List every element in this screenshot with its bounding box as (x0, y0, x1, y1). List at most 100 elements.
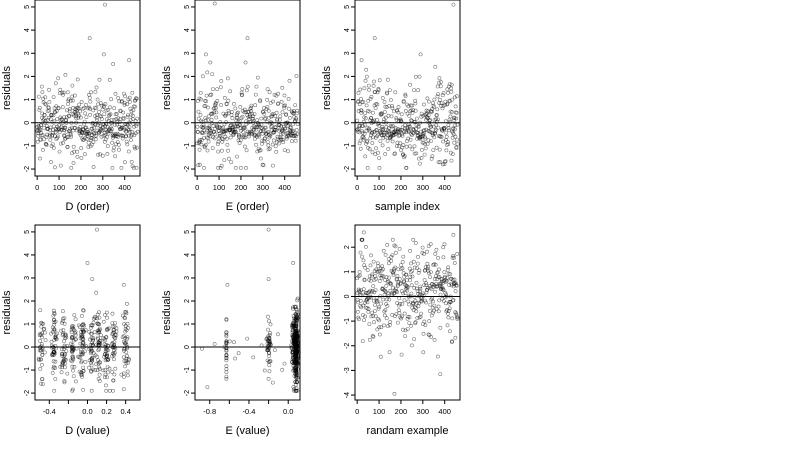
data-point (203, 118, 208, 123)
data-point (378, 354, 383, 359)
data-point (400, 125, 405, 130)
data-point (453, 127, 457, 132)
data-point (134, 96, 139, 101)
data-point (48, 137, 53, 142)
data-point (293, 138, 298, 143)
data-point (370, 150, 375, 155)
data-point (262, 111, 267, 116)
data-point (272, 92, 277, 97)
data-point (92, 330, 97, 335)
data-point (39, 320, 44, 325)
data-point (52, 322, 57, 327)
data-point (294, 317, 299, 322)
y-tick-label: 3 (184, 51, 191, 55)
data-point (254, 84, 259, 89)
data-point (71, 161, 76, 165)
data-point (71, 326, 76, 331)
data-point (393, 151, 397, 156)
data-point (75, 77, 80, 82)
data-point (432, 337, 437, 342)
data-point (50, 120, 55, 124)
data-point (124, 139, 129, 144)
data-point (395, 274, 400, 278)
data-point (421, 113, 425, 118)
data-point (80, 337, 84, 342)
data-point (409, 283, 414, 288)
data-point (416, 254, 420, 259)
data-point (385, 77, 390, 82)
data-point (371, 284, 376, 289)
data-point (393, 250, 398, 255)
y-tick-label: -1 (344, 318, 351, 324)
data-point (40, 352, 45, 357)
data-point (114, 112, 119, 116)
data-point (429, 124, 434, 129)
y-tick-label: -1 (24, 367, 31, 373)
data-point (63, 73, 68, 77)
data-point (208, 60, 213, 65)
data-point (116, 116, 121, 121)
data-point (112, 324, 117, 329)
data-point (381, 297, 386, 302)
data-point (122, 315, 127, 320)
data-point (97, 339, 102, 344)
data-point (36, 133, 41, 138)
data-point (112, 145, 116, 150)
data-point (377, 165, 382, 170)
data-point (103, 102, 108, 106)
data-point (428, 302, 433, 307)
data-point (430, 305, 435, 310)
data-point (208, 93, 213, 98)
data-point (38, 156, 42, 161)
data-point (89, 90, 93, 95)
data-point (277, 141, 281, 146)
data-point (267, 335, 272, 340)
data-point (196, 109, 201, 114)
data-point (385, 242, 390, 247)
data-point (431, 148, 436, 153)
data-point (415, 316, 420, 320)
data-point (414, 286, 419, 291)
data-point (215, 125, 220, 130)
data-point (37, 108, 42, 113)
data-point (263, 116, 268, 120)
data-point (96, 361, 101, 366)
data-point (224, 120, 229, 125)
data-point (390, 106, 395, 111)
data-point (376, 150, 380, 155)
data-point (426, 99, 431, 104)
data-point (121, 371, 126, 376)
data-point (447, 306, 452, 311)
data-point (435, 94, 440, 99)
data-point (37, 94, 41, 99)
data-point (47, 100, 52, 104)
data-point (294, 304, 299, 309)
x-axis-label: D (value) (65, 425, 110, 437)
data-point (266, 360, 271, 364)
data-point (387, 350, 392, 355)
data-point (63, 332, 68, 337)
data-point (239, 116, 244, 121)
data-point (238, 138, 243, 143)
data-point (94, 133, 98, 138)
data-point (400, 259, 405, 264)
data-point (292, 337, 297, 342)
data-point (195, 124, 200, 129)
data-point (405, 284, 410, 289)
data-point (444, 134, 449, 139)
data-point (367, 88, 371, 92)
data-point (410, 110, 415, 115)
data-point (396, 267, 401, 272)
data-point (243, 135, 248, 140)
data-point (358, 250, 363, 255)
data-point (110, 165, 115, 170)
data-point (70, 356, 75, 361)
data-point (287, 116, 292, 120)
data-point (217, 131, 222, 136)
data-point (247, 120, 252, 124)
data-point (111, 351, 116, 356)
data-point (294, 370, 299, 375)
data-point (60, 352, 65, 357)
data-point (110, 324, 115, 329)
data-point (423, 298, 427, 303)
